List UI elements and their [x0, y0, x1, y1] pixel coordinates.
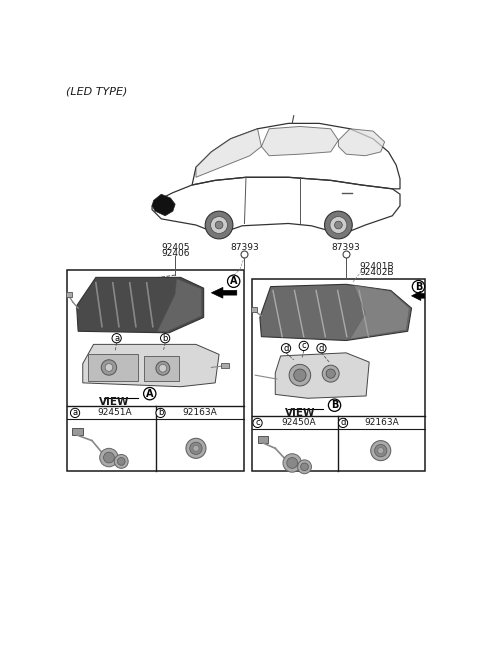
Circle shape	[294, 369, 306, 381]
Circle shape	[335, 221, 342, 229]
Circle shape	[205, 211, 233, 239]
Circle shape	[186, 438, 206, 459]
FancyBboxPatch shape	[144, 356, 179, 380]
Circle shape	[193, 445, 199, 451]
Circle shape	[101, 359, 117, 375]
Circle shape	[412, 281, 425, 293]
Circle shape	[287, 458, 298, 468]
Circle shape	[328, 399, 341, 411]
FancyBboxPatch shape	[88, 354, 138, 381]
Circle shape	[114, 455, 128, 468]
Text: 92401B: 92401B	[360, 262, 394, 271]
Circle shape	[378, 447, 384, 454]
FancyBboxPatch shape	[221, 363, 229, 368]
Text: VIEW: VIEW	[98, 397, 129, 407]
Polygon shape	[77, 277, 204, 333]
Text: c: c	[255, 419, 260, 428]
Text: B: B	[331, 400, 338, 410]
Circle shape	[112, 334, 121, 343]
Polygon shape	[350, 285, 409, 339]
Circle shape	[326, 369, 336, 379]
Text: 92163A: 92163A	[364, 419, 399, 428]
Circle shape	[118, 458, 125, 465]
Circle shape	[281, 344, 291, 353]
Circle shape	[299, 341, 308, 350]
Circle shape	[324, 211, 352, 239]
Polygon shape	[83, 344, 219, 387]
Text: VIEW: VIEW	[285, 408, 315, 419]
Text: c: c	[301, 341, 306, 350]
Circle shape	[298, 460, 312, 474]
Circle shape	[338, 419, 348, 428]
Circle shape	[374, 445, 387, 457]
Circle shape	[317, 344, 326, 353]
Text: 92451A: 92451A	[98, 409, 132, 417]
Circle shape	[330, 216, 347, 234]
Text: b: b	[158, 409, 163, 417]
Circle shape	[71, 408, 80, 417]
FancyBboxPatch shape	[252, 279, 425, 472]
Text: a: a	[72, 409, 78, 417]
Text: 92405: 92405	[161, 243, 190, 252]
Text: d: d	[283, 344, 289, 353]
Text: d: d	[340, 419, 346, 428]
Circle shape	[156, 361, 170, 375]
Circle shape	[105, 363, 113, 371]
Circle shape	[211, 216, 228, 234]
Circle shape	[190, 442, 202, 455]
Text: 92163A: 92163A	[182, 409, 217, 417]
Polygon shape	[157, 279, 201, 331]
Circle shape	[283, 454, 301, 472]
Circle shape	[322, 365, 339, 382]
Polygon shape	[262, 127, 338, 155]
Circle shape	[159, 364, 167, 372]
Text: a: a	[114, 334, 119, 342]
FancyBboxPatch shape	[72, 428, 83, 435]
Text: 87393: 87393	[230, 243, 259, 252]
Text: 92406: 92406	[161, 249, 190, 258]
FancyBboxPatch shape	[258, 436, 268, 443]
Polygon shape	[211, 287, 237, 298]
Polygon shape	[338, 129, 384, 155]
Circle shape	[104, 452, 114, 463]
Text: 92402B: 92402B	[360, 268, 394, 277]
Text: A: A	[146, 388, 154, 399]
Text: 87393: 87393	[332, 243, 360, 252]
Polygon shape	[411, 291, 425, 300]
Polygon shape	[196, 129, 262, 177]
Polygon shape	[260, 284, 411, 340]
Circle shape	[160, 334, 170, 343]
Text: A: A	[230, 276, 238, 286]
Text: b: b	[162, 334, 168, 342]
Text: (LED TYPE): (LED TYPE)	[66, 87, 127, 96]
Circle shape	[100, 448, 118, 467]
Circle shape	[215, 221, 223, 229]
Text: d: d	[319, 344, 324, 353]
FancyBboxPatch shape	[67, 270, 244, 472]
FancyBboxPatch shape	[66, 292, 72, 297]
Circle shape	[144, 388, 156, 400]
Circle shape	[300, 463, 308, 470]
Circle shape	[156, 408, 165, 417]
Circle shape	[253, 419, 262, 428]
Circle shape	[289, 364, 311, 386]
Circle shape	[371, 441, 391, 461]
Polygon shape	[275, 353, 369, 398]
Circle shape	[228, 275, 240, 287]
Text: B: B	[415, 281, 422, 292]
FancyBboxPatch shape	[251, 308, 257, 312]
Polygon shape	[152, 194, 175, 216]
Text: 92450A: 92450A	[281, 419, 316, 428]
